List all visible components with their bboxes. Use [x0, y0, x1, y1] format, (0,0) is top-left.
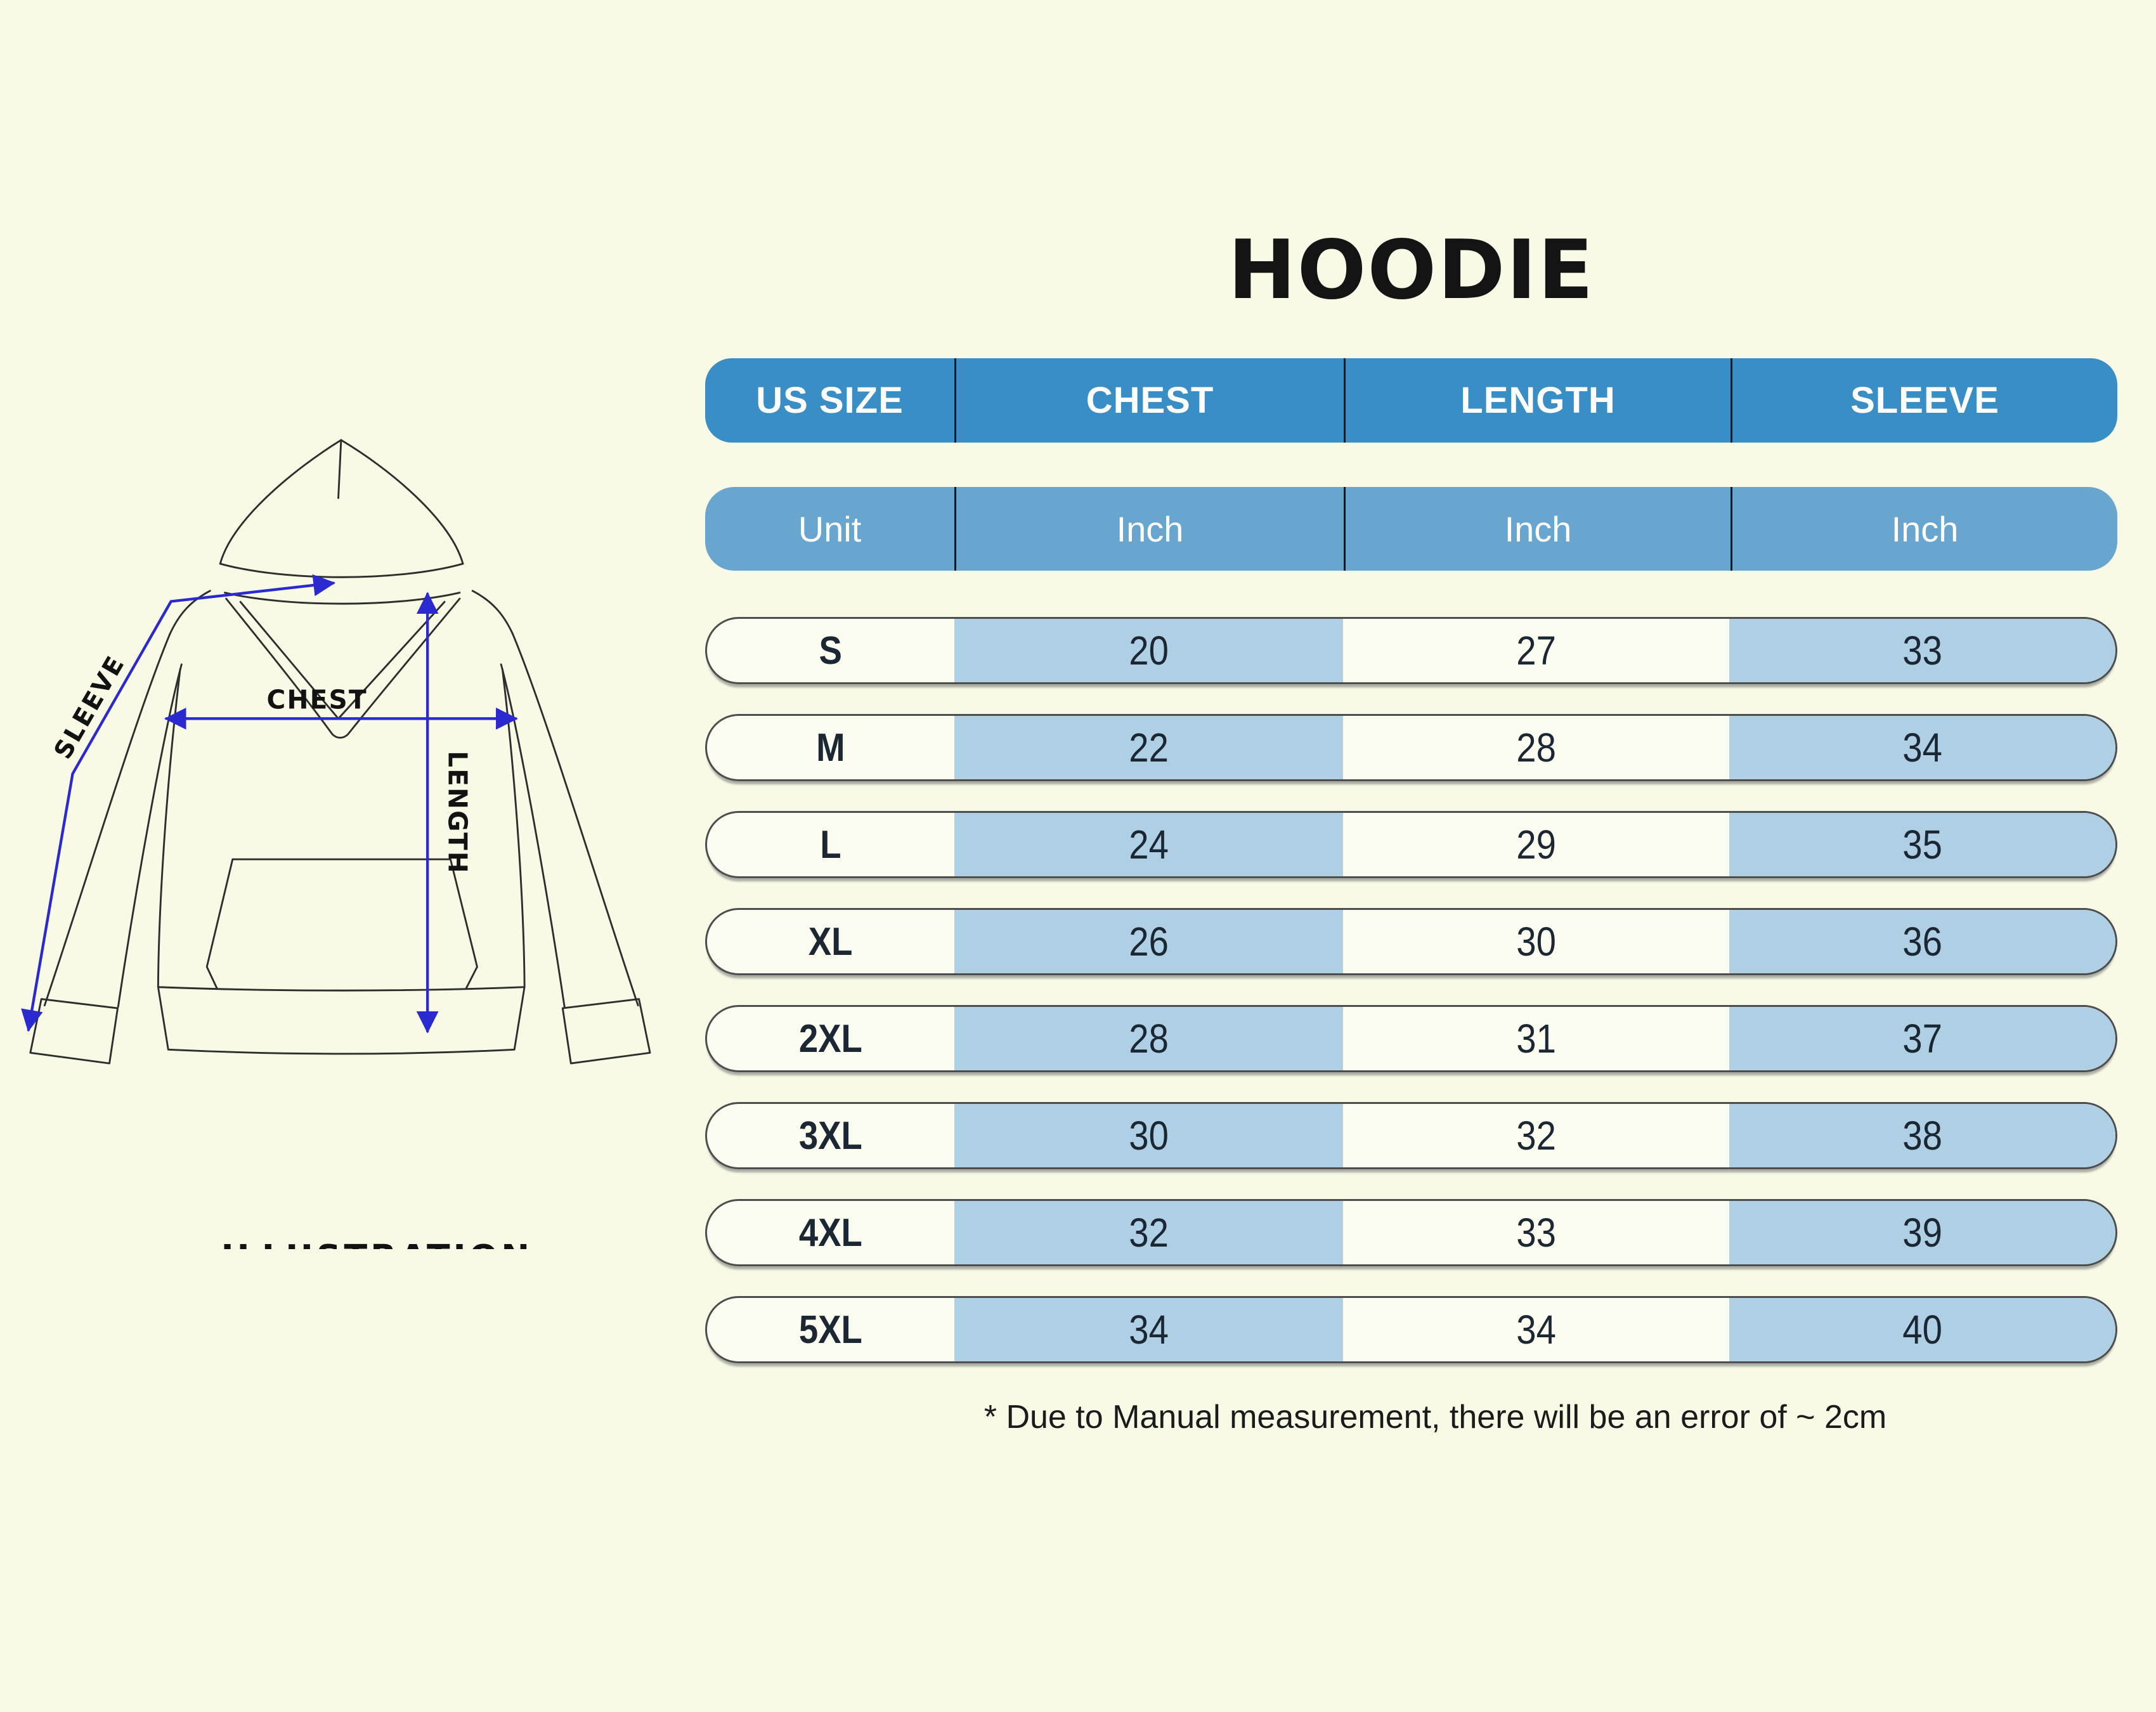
size-table-row: 4XL 32 33 39: [705, 1199, 2117, 1266]
chest-value-cell: 22: [954, 716, 1343, 779]
length-value-cell: 32: [1516, 1113, 1556, 1158]
measurement-footnote: * Due to Manual measurement, there will …: [984, 1399, 1887, 1436]
length-value-cell: 29: [1516, 822, 1556, 867]
illustration-caption: ILLUSTRATION: [221, 1237, 533, 1249]
sleeve-value-cell: 34: [1729, 716, 2115, 779]
unit-sleeve-cell: Inch: [1731, 487, 2117, 571]
header-cell-us-size: US SIZE: [756, 380, 904, 421]
chest-value-cell: 20: [954, 619, 1343, 682]
sleeve-value-cell: 35: [1729, 813, 2115, 876]
hoodie-illustration: SLEEVE CHEST LENGTH ILLUSTRATION: [21, 439, 651, 1249]
hood-opening-band: [224, 592, 461, 605]
size-table-row: 3XL 30 32 38: [705, 1102, 2117, 1169]
size-cell: 2XL: [798, 1016, 863, 1061]
sleeve-right-outer: [511, 632, 639, 1007]
sleeve-value-cell: 37: [1729, 1007, 2115, 1070]
hood-left-edge: [219, 439, 342, 565]
hood-opening-top: [219, 562, 464, 578]
size-table-row: L 24 29 35: [705, 811, 2117, 878]
shoulder-right: [471, 590, 514, 635]
size-cell: 4XL: [798, 1210, 863, 1255]
header-cell-sleeve: SLEEVE: [1731, 358, 2117, 443]
sleeve-label: SLEEVE: [49, 651, 131, 764]
size-cell: 3XL: [798, 1113, 863, 1158]
unit-length-cell: Inch: [1344, 487, 1731, 571]
chest-value-cell: 32: [954, 1201, 1343, 1264]
cuff-right: [561, 998, 651, 1065]
size-cell: XL: [808, 919, 853, 964]
length-value-cell: 28: [1516, 725, 1556, 770]
size-cell: 5XL: [798, 1307, 863, 1352]
chest-value-cell: 24: [954, 813, 1343, 876]
sleeve-left-inner: [117, 663, 183, 1008]
size-table-row: 2XL 28 31 37: [705, 1005, 2117, 1072]
sleeve-value-cell: 39: [1729, 1201, 2115, 1264]
sleeve-value-cell: 36: [1729, 910, 2115, 973]
sleeve-value-cell: 33: [1729, 619, 2115, 682]
measurement-arrows: [21, 574, 518, 1034]
chest-value-cell: 28: [954, 1007, 1343, 1070]
hood-right-edge: [340, 439, 464, 565]
page-title: HOODIE: [1228, 223, 1595, 318]
length-label: LENGTH: [443, 751, 473, 874]
length-value-cell: 31: [1516, 1016, 1556, 1061]
sleeve-value-cell: 40: [1729, 1298, 2115, 1361]
size-table-row: 5XL 34 34 40: [705, 1296, 2117, 1363]
size-table-row: S 20 27 33: [705, 617, 2117, 684]
length-value-cell: 27: [1516, 628, 1556, 673]
face-opening-outer: [225, 597, 461, 739]
unit-chest-cell: Inch: [954, 487, 1344, 571]
chest-label: CHEST: [267, 684, 368, 715]
size-cell: S: [819, 628, 843, 673]
chest-value-cell: 34: [954, 1298, 1343, 1361]
unit-row: Unit Inch Inch Inch: [705, 487, 2117, 571]
size-table-row: M 22 28 34: [705, 714, 2117, 781]
sleeve-arrow: [21, 574, 336, 1032]
length-value-cell: 30: [1516, 919, 1556, 964]
waistband: [157, 986, 526, 1055]
table-header-row: US SIZE CHEST LENGTH SLEEVE: [705, 358, 2117, 443]
chest-value-cell: 30: [954, 1104, 1343, 1167]
header-cell-chest: CHEST: [954, 358, 1344, 443]
sleeve-right-inner: [500, 663, 566, 1008]
size-cell: M: [816, 725, 845, 770]
hoodie-outline: [29, 439, 651, 1065]
header-cell-length: LENGTH: [1344, 358, 1731, 443]
size-table-body: S 20 27 33 M 22 28 34 L 24 29 35 XL 26 3…: [705, 617, 2117, 1393]
sleeve-value-cell: 38: [1729, 1104, 2115, 1167]
size-cell: L: [820, 822, 841, 867]
length-value-cell: 33: [1516, 1210, 1556, 1255]
length-value-cell: 34: [1516, 1307, 1556, 1352]
unit-label-cell: Unit: [798, 509, 862, 549]
kangaroo-pocket: [205, 858, 478, 990]
size-table-row: XL 26 30 36: [705, 908, 2117, 975]
cuff-left: [29, 998, 119, 1065]
hood-seam: [337, 439, 342, 499]
chest-value-cell: 26: [954, 910, 1343, 973]
